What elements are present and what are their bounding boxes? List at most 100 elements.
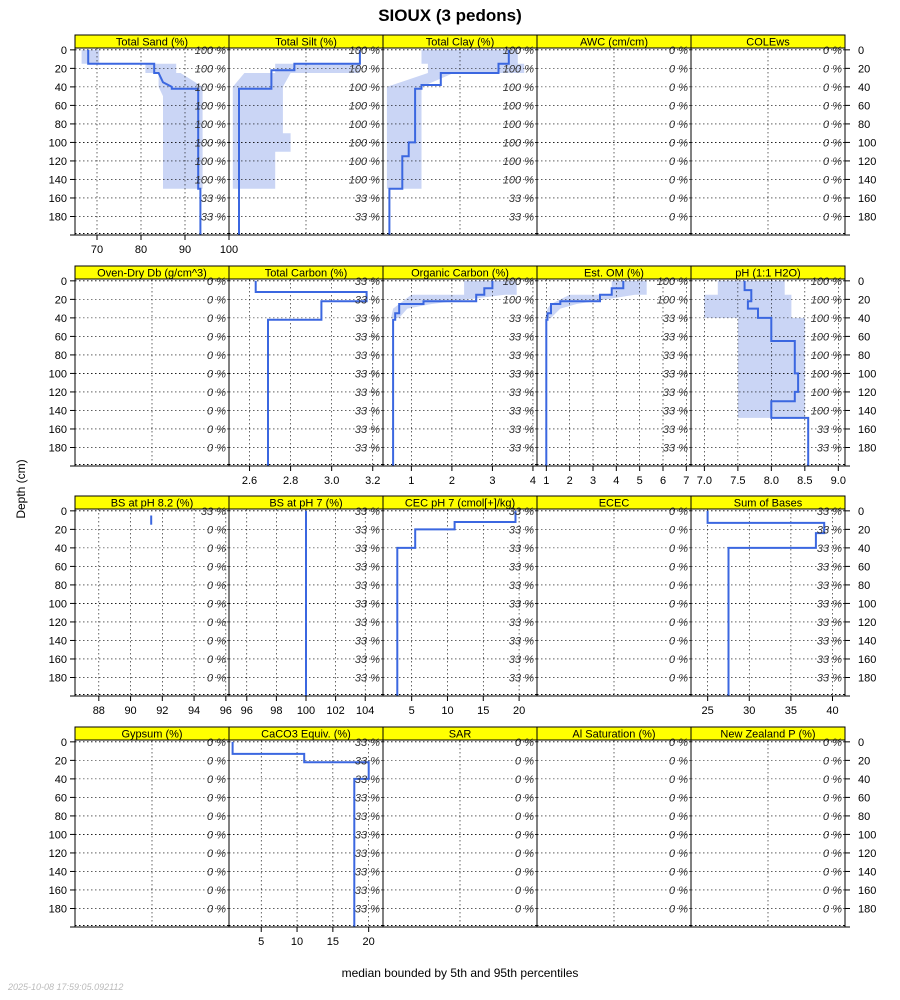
x-tick-label: 15 [327,936,339,948]
x-tick-label: 100 [220,244,238,256]
depth-tick-label-right: 0 [858,45,864,57]
panel: Oven-Dry Db (g/cm^3)0 %0 %0 %0 %0 %0 %0 … [74,265,230,467]
data-contribution-label: 0 % [207,424,226,436]
data-contribution-label: 100 % [811,294,842,306]
panel-row: 0 0 20 20 40 40 60 60 80 80 100 100 120 120 140 140 160 1… [49,495,876,717]
data-contribution-label: 0 % [669,119,688,131]
data-contribution-label: 33 % [817,580,842,592]
data-contribution-label: 33 % [509,580,534,592]
data-contribution-label: 0 % [823,63,842,75]
depth-tick-label-left: 120 [49,387,67,399]
depth-tick-label-left: 160 [49,885,67,897]
data-contribution-label: 100 % [503,137,534,149]
x-tick-label: 7.0 [697,475,712,487]
panel-frame [690,739,846,928]
data-contribution-label: 0 % [515,811,534,823]
data-contribution-label: 100 % [349,137,380,149]
depth-tick-label-right: 80 [858,350,870,362]
depth-tick-label-left: 60 [55,561,67,573]
depth-tick-label-left: 140 [49,635,67,647]
depth-tick-label-right: 0 [858,737,864,749]
x-tick-label: 3.2 [365,475,380,487]
depth-tick-label-right: 80 [858,119,870,131]
data-contribution-label: 33 % [817,543,842,555]
data-contribution-label: 33 % [509,543,534,555]
x-tick-label: 2 [449,475,455,487]
panel: Organic Carbon (%)100 %100 %33 %33 %33 %… [382,265,538,487]
data-contribution-label: 0 % [669,543,688,555]
depth-tick-label-left: 160 [49,193,67,205]
data-contribution-label: 33 % [817,561,842,573]
depth-tick-label-left: 0 [61,737,67,749]
depth-tick-label-left: 80 [55,580,67,592]
x-tick-label: 6 [660,475,666,487]
data-contribution-label: 33 % [509,211,534,223]
median-line [238,49,361,235]
depth-tick-label-left: 0 [61,45,67,57]
panel-label: AWC (cm/cm) [580,37,648,49]
data-contribution-label: 0 % [207,405,226,417]
data-contribution-label: 0 % [207,737,226,749]
data-contribution-label: 100 % [349,63,380,75]
data-contribution-label: 0 % [669,506,688,518]
depth-tick-label-right: 140 [858,405,876,417]
data-contribution-label: 33 % [355,211,380,223]
data-contribution-label: 100 % [349,174,380,186]
data-contribution-label: 0 % [515,737,534,749]
data-contribution-label: 0 % [669,829,688,841]
panel-row: 0 0 20 20 40 40 60 60 80 80 100 100 120 120 140 140 160 1… [49,34,876,256]
median-line [706,510,826,696]
data-contribution-label: 0 % [515,755,534,767]
data-contribution-label: 33 % [817,617,842,629]
data-contribution-label: 33 % [355,811,380,823]
data-contribution-label: 0 % [669,903,688,915]
data-contribution-label: 33 % [355,654,380,666]
depth-tick-label-left: 100 [49,368,67,380]
data-contribution-label: 33 % [817,672,842,684]
data-contribution-label: 0 % [207,350,226,362]
data-contribution-label: 33 % [355,276,380,288]
data-contribution-label: 33 % [509,424,534,436]
panel: ECEC 0 % 0 % 0 % 0 % 0 % 0 % 0 % 0 % 0 % 0 % [536,495,692,697]
data-contribution-label: 0 % [823,848,842,860]
data-contribution-label: 0 % [207,848,226,860]
y-axis-label: Depth (cm) [14,459,28,518]
depth-tick-label-right: 60 [858,561,870,573]
percentile-band [81,49,203,189]
data-contribution-label: 100 % [811,313,842,325]
data-contribution-label: 0 % [669,63,688,75]
depth-tick-label-right: 0 [858,506,864,518]
data-contribution-label: 0 % [207,524,226,536]
data-contribution-label: 33 % [355,561,380,573]
data-contribution-label: 0 % [207,561,226,573]
x-tick-label: 3 [590,475,596,487]
data-contribution-label: 0 % [515,885,534,897]
depth-tick-label-left: 120 [49,617,67,629]
data-contribution-label: 100 % [503,100,534,112]
x-tick-label: 7.5 [730,475,745,487]
x-tick-label: 70 [91,244,103,256]
median-line [254,280,368,466]
data-contribution-label: 0 % [823,100,842,112]
panel-label: SAR [449,729,472,741]
data-contribution-label: 0 % [515,792,534,804]
depth-tick-label-left: 40 [55,313,67,325]
panel-label: Organic Carbon (%) [411,268,509,280]
data-contribution-label: 33 % [509,442,534,454]
data-contribution-label: 0 % [669,598,688,610]
data-contribution-label: 0 % [669,885,688,897]
data-contribution-label: 0 % [515,866,534,878]
depth-tick-label-right: 180 [858,442,876,454]
panel-label: Gypsum (%) [121,729,182,741]
panel-label: Al Saturation (%) [572,729,655,741]
depth-tick-label-left: 120 [49,156,67,168]
data-contribution-label: 0 % [823,174,842,186]
data-contribution-label: 0 % [207,755,226,767]
depth-tick-label-left: 140 [49,174,67,186]
x-tick-label: 40 [826,705,838,717]
data-contribution-label: 100 % [811,368,842,380]
x-tick-label: 20 [513,705,525,717]
data-contribution-label: 33 % [355,294,380,306]
depth-tick-label-right: 40 [858,774,870,786]
